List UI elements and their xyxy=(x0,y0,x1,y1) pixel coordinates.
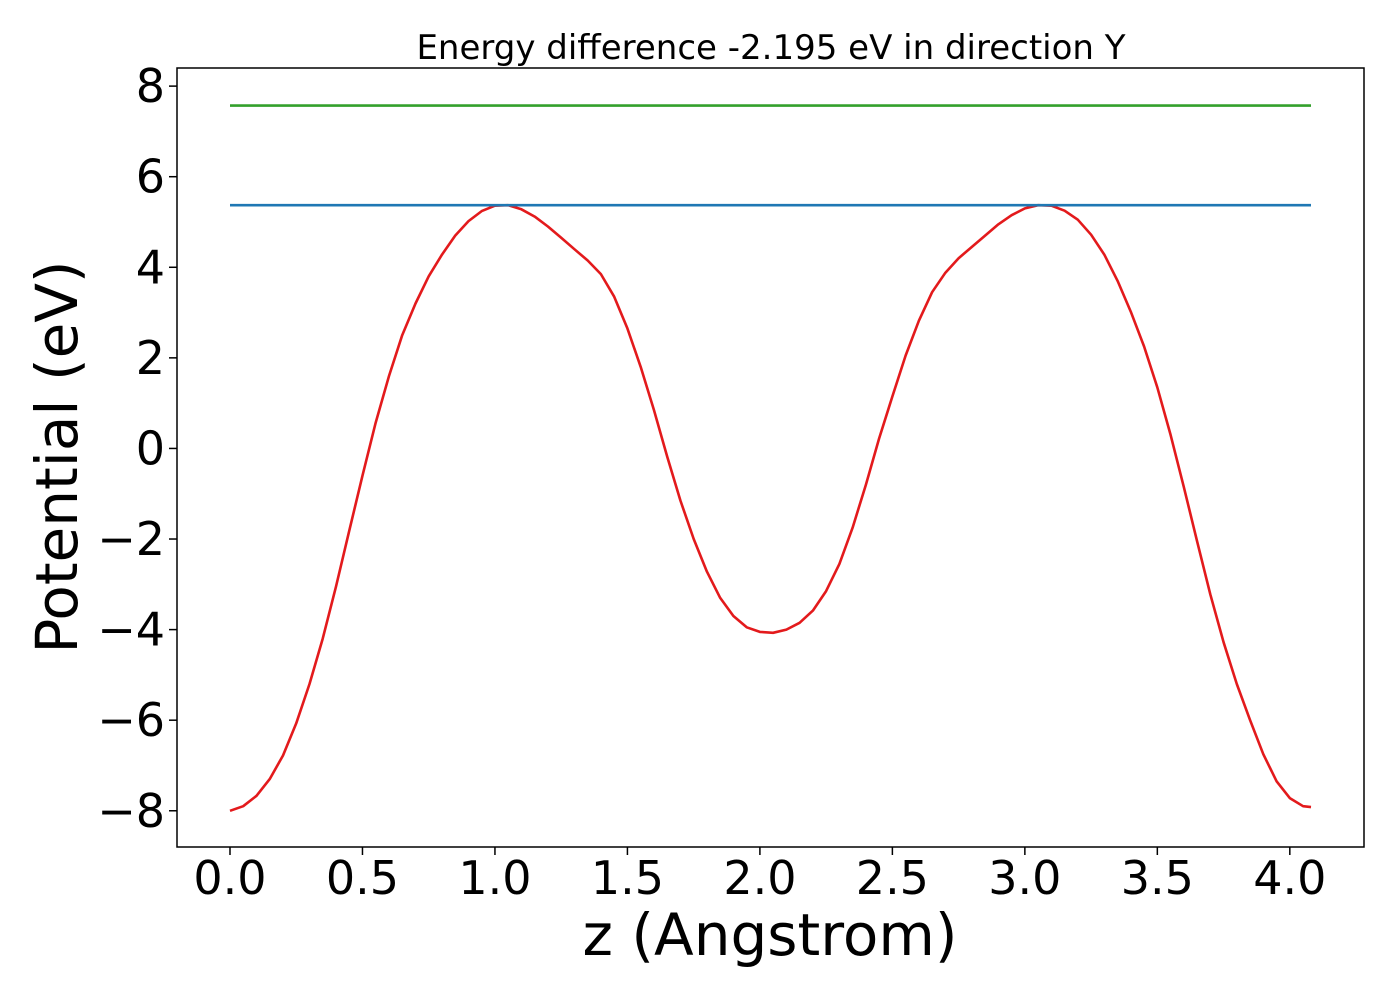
y-tick-label: 2 xyxy=(136,331,165,385)
y-axis: 8 6 4 2 0 −2 −4 −6 −8 xyxy=(97,59,177,838)
x-tick-label: 0.5 xyxy=(326,851,399,905)
y-tick-label: −6 xyxy=(97,693,165,747)
y-tick-label: −8 xyxy=(97,784,165,838)
y-tick-label: 4 xyxy=(136,240,165,294)
x-tick-label: 0.0 xyxy=(193,851,266,905)
y-tick-label: −4 xyxy=(97,603,165,657)
x-axis: 0.0 0.5 1.0 1.5 2.0 2.5 3.0 3.5 4.0 xyxy=(193,847,1326,905)
x-tick-label: 2.0 xyxy=(723,851,796,905)
y-tick-label: −2 xyxy=(97,512,165,566)
x-tick-label: 3.5 xyxy=(1121,851,1194,905)
x-tick-label: 3.0 xyxy=(988,851,1061,905)
x-tick-label: 1.0 xyxy=(458,851,531,905)
y-axis-label: Potential (eV) xyxy=(23,260,91,653)
x-tick-label: 4.0 xyxy=(1253,851,1326,905)
chart-title: Energy difference -2.195 eV in direction… xyxy=(416,28,1125,68)
y-tick-label: 0 xyxy=(136,421,165,475)
y-tick-label: 6 xyxy=(136,150,165,204)
series-line-potential xyxy=(229,203,1312,813)
x-tick-label: 1.5 xyxy=(591,851,664,905)
plot-lines xyxy=(229,104,1312,813)
x-tick-label: 2.5 xyxy=(856,851,929,905)
plot-frame xyxy=(176,67,1365,848)
y-tick-label: 8 xyxy=(136,59,165,113)
x-axis-label: z (Angstrom) xyxy=(583,901,958,969)
